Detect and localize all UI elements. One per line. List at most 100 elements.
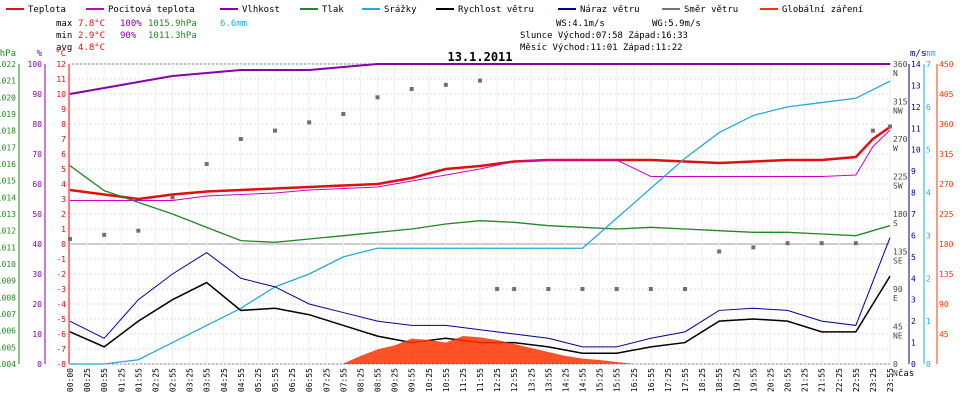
right-axis-tick: 225: [939, 210, 954, 219]
right-axis-tick: 8: [911, 189, 916, 198]
wind-direction-point: [751, 245, 756, 250]
left-axis-tick: 1007: [0, 310, 16, 319]
direction-label: NW: [893, 107, 903, 116]
direction-label: W: [893, 144, 898, 153]
wind-direction-point: [204, 162, 209, 166]
right-axis-tick: 0: [926, 360, 931, 369]
left-axis-tick: -3: [56, 285, 66, 294]
x-axis-tick: 11:55: [476, 368, 485, 392]
direction-label: SE: [893, 257, 903, 266]
left-axis-tick: 0: [61, 240, 66, 249]
x-axis-tick: 09:25: [391, 368, 400, 392]
stats-min-temp: 2.9°C: [78, 31, 105, 41]
series-line-0: [69, 125, 891, 201]
right-axis-tick: 450: [939, 60, 954, 69]
right-axis-tick: 4: [926, 189, 931, 198]
x-axis-tick: 00:55: [100, 368, 109, 392]
left-axis-tick: 8: [61, 120, 66, 129]
legend-label: Směr větru: [684, 5, 738, 15]
x-axis-tick: 03:55: [203, 368, 212, 392]
left-axis-tick: 90: [32, 90, 42, 99]
wind-direction-point: [853, 241, 858, 246]
x-axis-tick: 20:25: [766, 368, 775, 392]
wind-direction-point: [495, 287, 500, 291]
left-axis-tick: -1: [56, 255, 66, 264]
x-axis-tick: 10:25: [425, 368, 434, 392]
left-axis-tick: 1018: [0, 127, 16, 136]
direction-label: S: [893, 219, 898, 228]
x-axis-tick: 19:55: [749, 368, 758, 392]
series-line-4: [70, 80, 891, 365]
direction-label: N: [893, 369, 898, 378]
legend-label: Teplota: [28, 5, 66, 15]
left-axis-unit: %: [37, 49, 43, 59]
legend: Teplota Pocitová teplota Vlhkost Tlak Srážky…: [6, 5, 863, 15]
legend-label: Globální záření: [782, 5, 863, 15]
left-axis-tick: 1010: [0, 260, 16, 269]
right-axis-tick: 270: [939, 180, 954, 189]
right-axis-tick: 135: [893, 248, 908, 257]
right-axis-tick: 10: [911, 146, 921, 155]
x-axis-tick: 12:25: [493, 368, 502, 392]
left-axis-tick: 40: [32, 240, 42, 249]
left-axis-tick: 1009: [0, 277, 16, 286]
series-line-6: [69, 237, 891, 348]
info-ws: WS:4.1m/s: [556, 19, 605, 29]
x-axis-tick: 21:25: [801, 368, 810, 392]
x-axis-tick: 23:25: [869, 368, 878, 392]
left-axis-tick: 1017: [0, 143, 16, 152]
left-axis-tick: 1015: [0, 177, 16, 186]
left-axis-tick: 11: [56, 75, 66, 84]
stats-max-rain: 6.6mm: [220, 19, 247, 29]
wind-direction-point: [614, 287, 619, 291]
wind-direction-point: [102, 232, 107, 237]
left-axis-tick: 1: [61, 225, 66, 234]
right-axis-tick: 14: [911, 60, 921, 69]
left-axis-tick: 100: [28, 60, 43, 69]
series-line-1: [70, 129, 891, 201]
info-wg: WG:5.9m/s: [652, 19, 701, 29]
left-axis-tick: 1008: [0, 293, 16, 302]
wind-direction-point: [717, 249, 722, 254]
left-axis-tick: 5: [61, 165, 66, 174]
x-axis-tick: 16:55: [647, 368, 656, 392]
right-axis-tick: 3: [926, 231, 931, 240]
wind-direction-point: [409, 87, 414, 91]
wind-direction-point: [648, 287, 653, 291]
x-axis-tick: 18:55: [715, 368, 724, 392]
x-axis-tick: 14:25: [561, 368, 570, 392]
x-axis-tick: 21:55: [818, 368, 827, 392]
direction-label: N: [893, 69, 898, 78]
left-axis-tick: 6: [61, 150, 66, 159]
left-axis-tick: 1013: [0, 210, 16, 219]
left-axis-tick: 2: [61, 210, 66, 219]
legend-label: Srážky: [384, 5, 417, 15]
x-axis-tick: 08:55: [374, 368, 383, 392]
x-axis-tick: 06:55: [305, 368, 314, 392]
x-axis-tick: 01:25: [117, 368, 126, 392]
stats-min-label: min: [56, 31, 72, 41]
wind-direction-point: [273, 128, 277, 133]
x-axis-tick: 12:55: [510, 368, 519, 392]
right-axis-tick: 1: [911, 339, 916, 348]
x-axis-tick: 14:55: [579, 368, 588, 392]
right-axis-tick: 11: [911, 124, 921, 133]
stats-min-hum: 90%: [120, 31, 137, 41]
wind-direction-point: [341, 112, 346, 116]
right-axis-tick: 2: [926, 274, 931, 283]
x-axis-tick: 10:55: [442, 368, 451, 392]
right-axis-tick: 2: [911, 317, 916, 326]
left-axis-tick: 20: [32, 300, 42, 309]
x-axis-tick: 09:55: [408, 368, 417, 392]
right-axis-tick: 90: [893, 285, 903, 294]
stats-avg-temp: 4.8°C: [78, 43, 105, 53]
plot-grid: [69, 63, 891, 365]
right-axis-tick: 7: [926, 60, 931, 69]
right-axis-tick: 3: [911, 296, 916, 305]
wind-direction-point: [888, 124, 892, 129]
stats-block: max 7.8°C 100% 1015.9hPa 6.6mm min 2.9°C…: [56, 19, 247, 53]
left-axis-unit: hPa: [0, 49, 16, 59]
x-axis-tick: 07:25: [322, 368, 331, 392]
